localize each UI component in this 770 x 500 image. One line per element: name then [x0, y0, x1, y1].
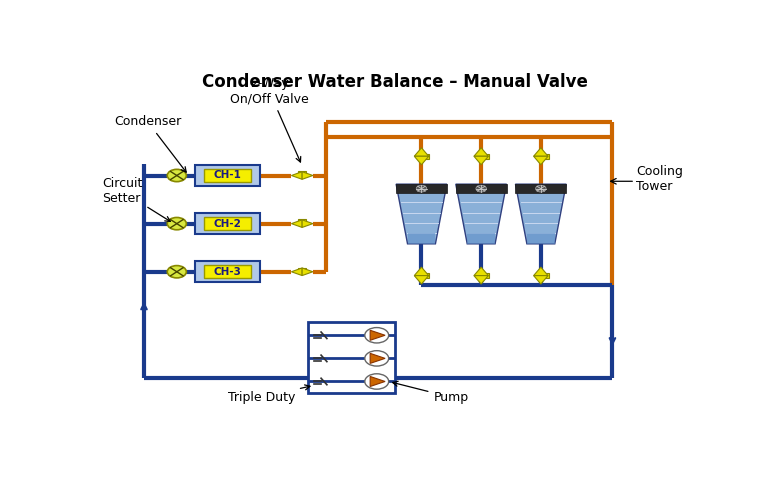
Polygon shape [534, 267, 548, 276]
Polygon shape [534, 156, 548, 164]
Polygon shape [414, 267, 429, 276]
Polygon shape [302, 172, 313, 179]
FancyBboxPatch shape [204, 218, 251, 230]
Bar [544, 273, 549, 278]
Text: Condenser Water Balance – Manual Valve: Condenser Water Balance – Manual Valve [202, 74, 588, 92]
Polygon shape [474, 148, 488, 156]
Polygon shape [474, 156, 488, 164]
FancyBboxPatch shape [195, 261, 260, 282]
Bar [544, 154, 549, 159]
Polygon shape [474, 276, 488, 284]
Circle shape [536, 185, 546, 192]
Polygon shape [370, 354, 385, 364]
Polygon shape [534, 276, 548, 284]
Polygon shape [396, 184, 447, 244]
Circle shape [365, 328, 389, 343]
Bar [515, 184, 566, 193]
Polygon shape [302, 268, 313, 276]
FancyBboxPatch shape [204, 169, 251, 182]
Bar [396, 184, 447, 193]
Polygon shape [467, 233, 495, 244]
Polygon shape [534, 148, 548, 156]
Polygon shape [414, 156, 429, 164]
Polygon shape [456, 184, 507, 244]
Text: CH-1: CH-1 [213, 170, 242, 180]
Text: CH-3: CH-3 [213, 267, 242, 277]
Text: Cooling
Tower: Cooling Tower [636, 166, 683, 194]
FancyBboxPatch shape [195, 213, 260, 234]
FancyBboxPatch shape [308, 322, 394, 393]
Circle shape [167, 266, 186, 278]
Bar [456, 184, 507, 193]
Polygon shape [414, 276, 429, 284]
Bar [425, 273, 430, 278]
Polygon shape [302, 220, 313, 228]
Text: CH-2: CH-2 [213, 218, 242, 228]
Polygon shape [407, 233, 435, 244]
Polygon shape [291, 268, 302, 276]
Circle shape [365, 350, 389, 366]
Circle shape [476, 185, 487, 192]
Text: Pump: Pump [393, 382, 468, 404]
Polygon shape [291, 172, 302, 179]
Circle shape [417, 185, 427, 192]
Circle shape [365, 374, 389, 389]
Bar [425, 154, 430, 159]
Polygon shape [474, 267, 488, 276]
Text: Condenser: Condenser [114, 116, 186, 172]
Polygon shape [414, 148, 429, 156]
Bar [298, 220, 306, 222]
Polygon shape [527, 233, 554, 244]
Bar [298, 268, 306, 270]
FancyBboxPatch shape [195, 165, 260, 186]
Polygon shape [515, 184, 566, 244]
Circle shape [167, 170, 186, 181]
Circle shape [167, 218, 186, 230]
Text: 2-Way
On/Off Valve: 2-Way On/Off Valve [230, 78, 309, 162]
Polygon shape [370, 330, 385, 340]
Text: Triple Duty: Triple Duty [228, 385, 310, 404]
Bar [484, 273, 489, 278]
Bar [298, 172, 306, 174]
Polygon shape [370, 376, 385, 386]
Bar [484, 154, 489, 159]
FancyBboxPatch shape [204, 266, 251, 278]
Polygon shape [291, 220, 302, 228]
Text: Circuit
Setter: Circuit Setter [102, 178, 170, 222]
